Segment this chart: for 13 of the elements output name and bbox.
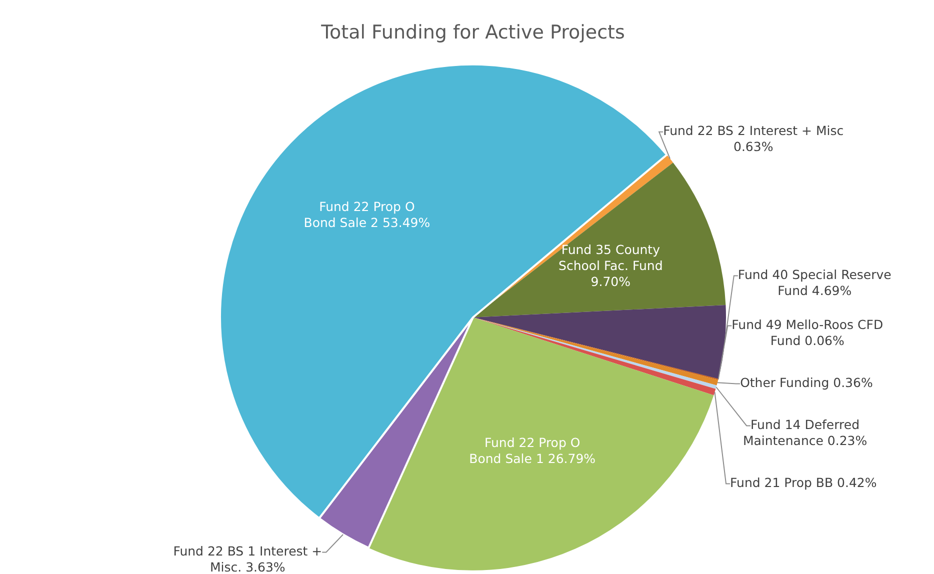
slice-label: Fund 49 Mello-Roos CFD Fund 0.06% <box>732 316 884 348</box>
slice-label: Fund 35 County School Fac. Fund <box>558 242 663 273</box>
chart-title: Total Funding for Active Projects <box>320 21 625 44</box>
slice-label: Other Funding 0.36% <box>740 374 873 390</box>
data-label: 9.70% <box>590 274 631 289</box>
slice-label: Fund 22 BS 1 Interest + Misc. 3.63% <box>173 543 322 574</box>
data-label: 0.63% <box>733 139 774 154</box>
slice-label: Fund 21 Prop BB 0.42% <box>730 474 877 490</box>
slice-label: Fund 40 Special Reserve Fund 4.69% <box>738 266 892 298</box>
slice-label: Fund 22 Prop O Bond Sale 1 26.79% <box>469 434 596 466</box>
slice-label: Fund 22 BS 2 Interest + Misc <box>663 123 844 138</box>
slice-label: Fund 22 Prop O Bond Sale 2 53.49% <box>304 199 430 230</box>
slice-label: Fund 14 Deferred Maintenance 0.23% <box>742 416 868 448</box>
